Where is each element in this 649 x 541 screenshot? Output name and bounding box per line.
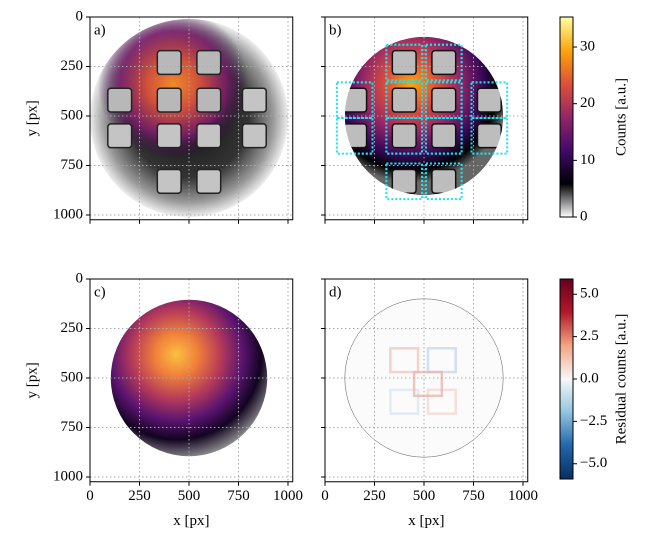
sample-square xyxy=(242,88,266,112)
panel: 0 250 500 750 1000 a) y [px] xyxy=(24,8,292,223)
figure: 02505007501000a)y [px]b)0250500750100002… xyxy=(0,0,649,541)
sample-square xyxy=(432,51,456,75)
x-tick-label: 750 xyxy=(227,488,250,504)
sample-square xyxy=(392,169,416,193)
colorbar-tick-label: 20 xyxy=(580,95,595,111)
y-tick-label: 500 xyxy=(61,107,84,123)
sample-square xyxy=(242,124,266,148)
sample-square xyxy=(392,124,416,148)
image xyxy=(345,299,503,457)
x-axis-label: x [px] xyxy=(173,513,209,529)
sample-square xyxy=(392,51,416,75)
sample-square xyxy=(108,88,132,112)
x-tick-label: 500 xyxy=(413,488,436,504)
colorbar-tick-label: −5.0 xyxy=(580,455,607,471)
y-tick-label: 750 xyxy=(61,157,84,173)
image xyxy=(325,17,528,220)
colorbar-tick-label: 2.5 xyxy=(580,328,599,344)
x-tick-label: 0 xyxy=(86,488,94,504)
sample-square xyxy=(197,169,221,193)
sample-square xyxy=(157,88,181,112)
sample-square xyxy=(477,88,501,112)
residual-outline xyxy=(345,299,503,457)
colorbar-tick-label: 10 xyxy=(580,152,595,168)
y-tick-label: 1000 xyxy=(53,468,83,484)
y-tick-label: 250 xyxy=(61,58,84,74)
panel: 0 250 500 750 1000 d) x [px] xyxy=(321,279,538,529)
x-tick-label: 750 xyxy=(462,488,485,504)
y-tick-label: 500 xyxy=(61,369,84,385)
sample-square xyxy=(432,169,456,193)
sample-square xyxy=(392,88,416,112)
colorbar-label: Residual counts [a.u.] xyxy=(613,314,629,445)
y-tick-label: 1000 xyxy=(53,206,83,222)
sample-square xyxy=(108,124,132,148)
colorbar-tick-label: 0 xyxy=(580,208,588,224)
panel-label: d) xyxy=(329,284,342,300)
y-tick-label: 0 xyxy=(76,8,84,24)
x-tick-label: 250 xyxy=(363,488,386,504)
x-tick-label: 500 xyxy=(178,488,201,504)
y-axis-label: y [px] xyxy=(24,362,40,398)
x-axis-label: x [px] xyxy=(408,513,444,529)
sample-square xyxy=(157,51,181,75)
sample-square xyxy=(432,88,456,112)
sample-square xyxy=(197,51,221,75)
colorbar-label: Counts [a.u.] xyxy=(613,78,629,156)
panel-label: b) xyxy=(329,22,342,38)
sample-square xyxy=(197,88,221,112)
sample-square xyxy=(477,124,501,148)
x-tick-label: 1000 xyxy=(273,488,303,504)
colorbar-ramp xyxy=(560,279,573,479)
x-tick-label: 250 xyxy=(128,488,151,504)
illumination xyxy=(345,37,503,195)
panel: b) xyxy=(321,17,528,224)
colorbar-tick-label: 0.0 xyxy=(580,370,599,386)
colorbar: −5.0 −2.5 0.0 2.5 5.0 Residual counts [a.u.] xyxy=(560,279,629,479)
sample-square xyxy=(197,124,221,148)
colorbar-ramp xyxy=(560,17,573,217)
panel-label: c) xyxy=(94,284,106,300)
y-tick-label: 750 xyxy=(61,419,84,435)
x-tick-label: 1000 xyxy=(508,488,538,504)
y-tick-label: 250 xyxy=(61,320,84,336)
panel-label: a) xyxy=(94,22,106,38)
colorbar-tick-label: 30 xyxy=(580,38,595,54)
colorbar-tick-label: 5.0 xyxy=(580,286,599,302)
y-axis-label: y [px] xyxy=(24,100,40,136)
colorbar-tick-label: −2.5 xyxy=(580,413,607,429)
sample-square xyxy=(157,169,181,193)
sample-square xyxy=(432,124,456,148)
colorbar: 0 10 20 30 Counts [a.u.] xyxy=(560,17,629,224)
x-tick-label: 0 xyxy=(321,488,329,504)
y-tick-label: 0 xyxy=(76,270,84,286)
sample-square xyxy=(157,124,181,148)
